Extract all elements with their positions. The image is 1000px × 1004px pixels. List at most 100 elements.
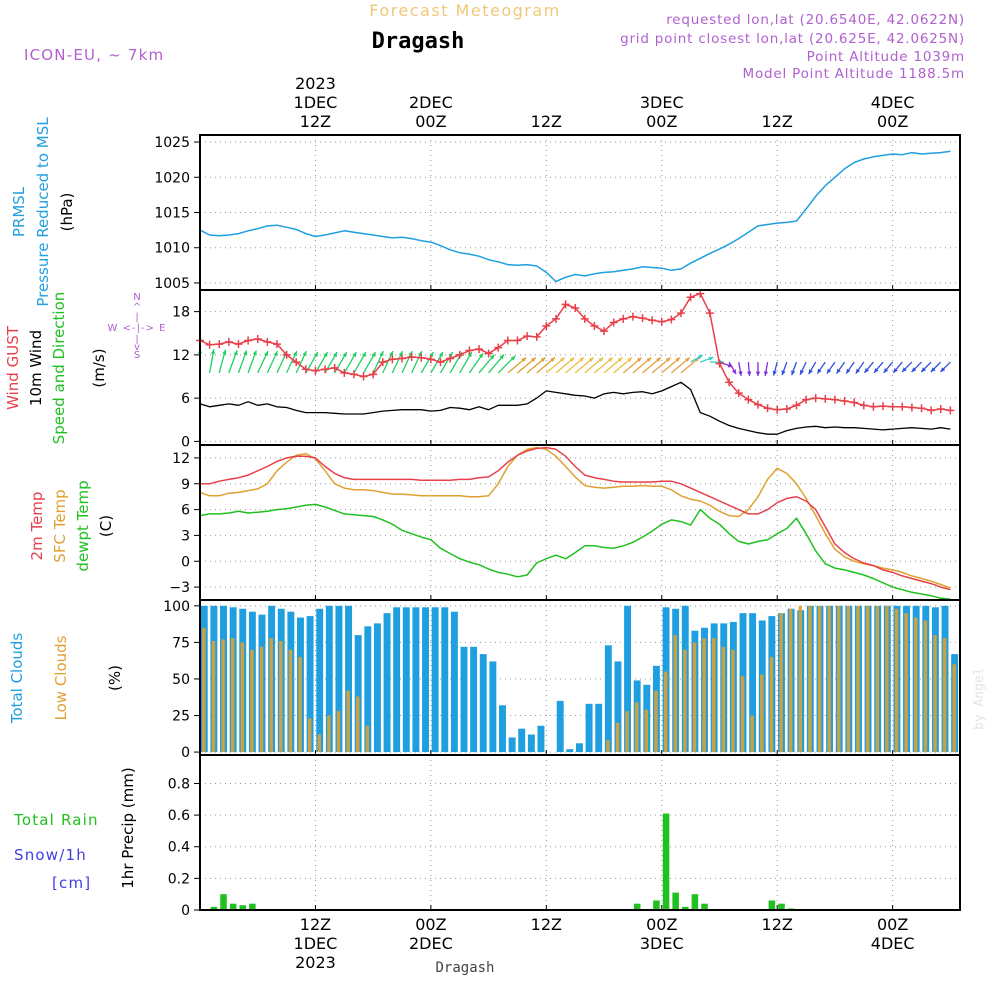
bar-total-clouds [575,743,583,753]
wind-arrow [700,356,714,363]
bar-total-clouds [508,737,516,753]
gust-marker [898,402,907,411]
wind-arrow-head [559,357,565,363]
wind-arrow [690,354,704,363]
bar-low-clouds [769,657,774,753]
compass-bar-top: | [135,312,138,323]
gust-marker [802,395,811,404]
wind-arrow-head [569,357,575,363]
series-sfc-temp-line [199,446,951,589]
bar-low-clouds [298,657,302,753]
bar-total-clouds [489,661,497,753]
bottom-tick-label-2-0: 12Z [531,915,562,934]
bar-low-clouds [779,613,783,753]
gust-marker [590,322,599,331]
gust-marker [224,337,233,346]
ylabel-wind-1: 10m Wind [27,330,45,406]
gust-marker [215,340,224,349]
gust-marker [234,340,243,349]
wind-arrow-head [864,367,869,373]
gust-marker [369,370,378,379]
wind-arrow-head [531,357,536,363]
wind-arrow [772,361,778,376]
wind-arrow [314,351,329,374]
wind-arrow [295,350,307,374]
wind-arrow-head [930,367,936,372]
gust-marker [715,359,724,368]
bar-low-clouds [221,639,225,753]
gust-marker [840,397,849,406]
gust-marker [657,317,666,326]
wind-arrow [738,361,743,376]
wind-arrow-head [478,353,484,359]
wind-arrow [353,351,367,374]
wind-arrow-head [342,352,347,358]
bar-total-clouds [345,605,353,753]
wind-arrow-head [263,351,268,357]
bar-low-clouds [788,608,793,753]
bar-low-clouds [336,711,341,753]
gust-marker [792,401,801,410]
gust-marker [321,365,330,374]
bottom-tick-label-4-0: 12Z [762,915,793,934]
bar-total-clouds [364,626,372,753]
gust-marker [869,402,878,411]
wind-arrow-head [675,357,681,363]
bar-total-rain [662,813,670,910]
gust-marker [917,404,926,413]
wind-arrow [536,356,556,374]
label-snow: Snow/1h [14,846,87,864]
gust-marker [205,340,214,349]
gust-marker [561,300,570,309]
wind-arrow [930,361,942,373]
gust-marker [619,314,628,323]
wind-arrow [873,361,884,374]
compass-rose: N^|W <-|-> E|vS [108,292,166,361]
wind-arrow [574,356,594,374]
wind-arrow-head [521,357,527,363]
wind-arrow-head [627,357,633,363]
wind-arrow-head [940,367,946,372]
gust-marker [821,394,830,403]
top-tick-label-0-2: 12Z [300,112,331,131]
wind-arrow-head [389,351,393,357]
bar-total-clouds [450,611,458,753]
bar-low-clouds [702,638,706,753]
wind-arrow-head [656,357,661,363]
wind-arrow [747,362,752,377]
ytick-label-temperature-3: 6 [181,503,190,519]
bar-total-clouds [527,734,535,753]
top-tick-label-5-0: 4DEC [871,93,915,112]
wind-arrow-head [836,368,841,374]
gust-marker [859,401,868,410]
bar-total-clouds [422,607,429,753]
wind-arrow-head [579,357,584,363]
gust-marker [272,340,281,349]
wind-arrow-head [210,349,216,355]
ytick-label-precip-0: 0 [181,903,190,919]
wind-arrow-head [738,371,743,376]
wind-arrow-head [332,352,338,358]
wind-arrow [545,356,566,374]
bar-total-clouds [460,646,468,753]
wind-arrow-head [379,351,384,357]
gust-marker [292,358,301,367]
compass-n: N [133,292,140,303]
wind-arrow [901,361,913,373]
wind-arrow-head [252,350,257,356]
ytick-label-clouds-3: 75 [172,635,190,651]
gust-marker [436,358,445,367]
bottom-tick-label-3-1: 3DEC [640,934,684,953]
wind-arrow [632,356,652,374]
gust-marker [378,358,387,367]
ylabel-pressure-0: PRMSL [10,186,28,237]
wind-arrow-head [763,371,769,376]
top-tick-label-2-0: 12Z [531,112,562,131]
wind-arrow-head [893,367,898,373]
gust-marker [638,314,647,323]
bar-low-clouds [230,638,235,753]
wind-arrow-head [817,368,822,374]
